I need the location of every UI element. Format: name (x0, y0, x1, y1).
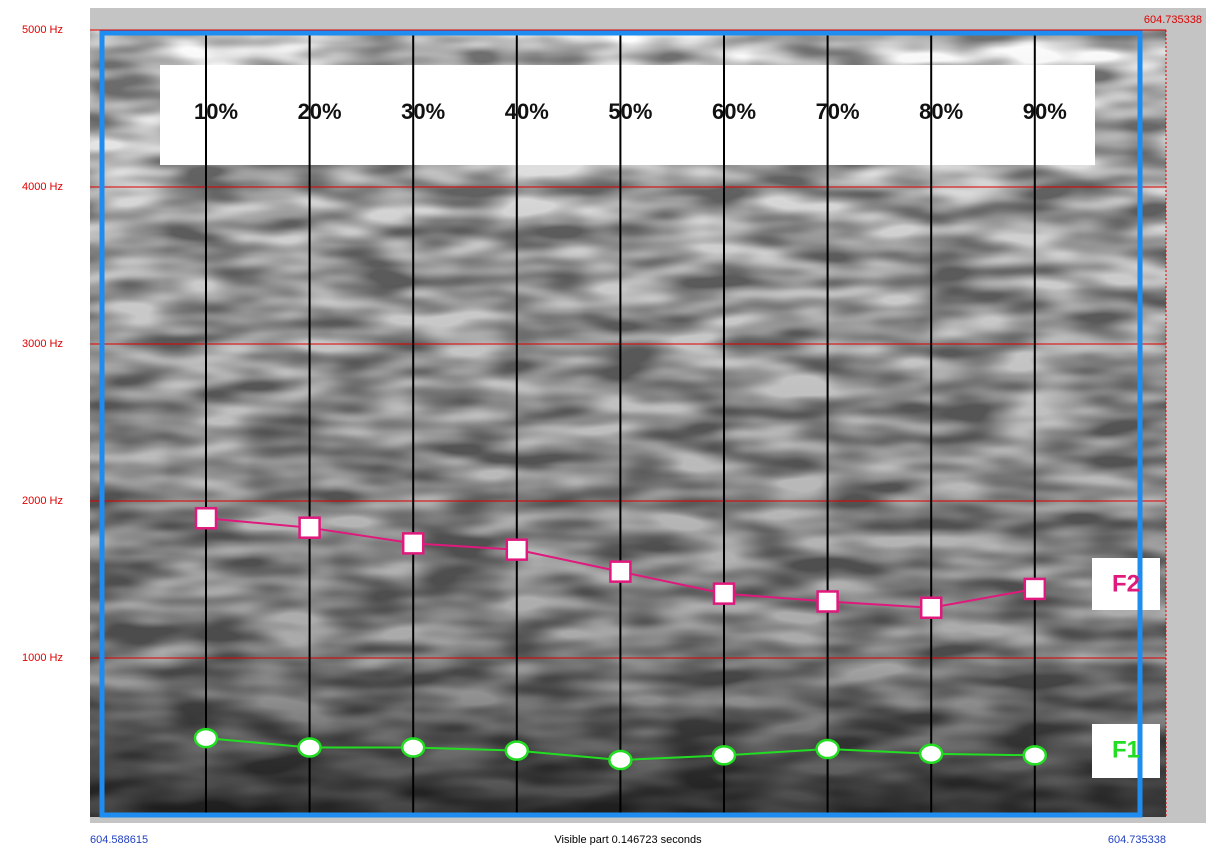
point (402, 738, 424, 756)
y-tick-label: 2000 Hz (22, 495, 63, 507)
category-label: 30% (401, 99, 445, 124)
time-end: 604.735338 (1108, 834, 1166, 845)
category-label: 20% (298, 99, 342, 124)
category-label: 80% (919, 99, 963, 124)
point (1025, 579, 1045, 599)
point (714, 584, 734, 604)
y-tick-label: 1000 Hz (22, 652, 63, 664)
time-start: 604.588615 (90, 834, 148, 845)
category-label: 70% (816, 99, 860, 124)
category-label: 60% (712, 99, 756, 124)
point (300, 518, 320, 538)
point (610, 562, 630, 582)
point (609, 751, 631, 769)
y-tick-label: 3000 Hz (22, 338, 63, 350)
category-label: 90% (1023, 99, 1067, 124)
point (817, 740, 839, 758)
point (713, 746, 735, 764)
point (195, 729, 217, 747)
point (507, 540, 527, 560)
point (921, 598, 941, 618)
point (920, 745, 942, 763)
y-tick-label: 5000 Hz (22, 24, 63, 36)
category-label: 10% (194, 99, 238, 124)
legend-label: F2 (1112, 570, 1140, 597)
legend-label: F1 (1112, 737, 1140, 764)
time-end-top: 604.735338 (1144, 14, 1202, 26)
chart: 604.735338 604.588615 Visible part 0.146… (0, 0, 1206, 845)
point (299, 738, 321, 756)
point (403, 533, 423, 553)
category-label: 50% (608, 99, 652, 124)
y-tick-label: 4000 Hz (22, 181, 63, 193)
point (196, 508, 216, 528)
visible-part: Visible part 0.146723 seconds (554, 834, 702, 845)
point (1024, 746, 1046, 764)
category-label: 40% (505, 99, 549, 124)
point (818, 591, 838, 611)
point (506, 742, 528, 760)
